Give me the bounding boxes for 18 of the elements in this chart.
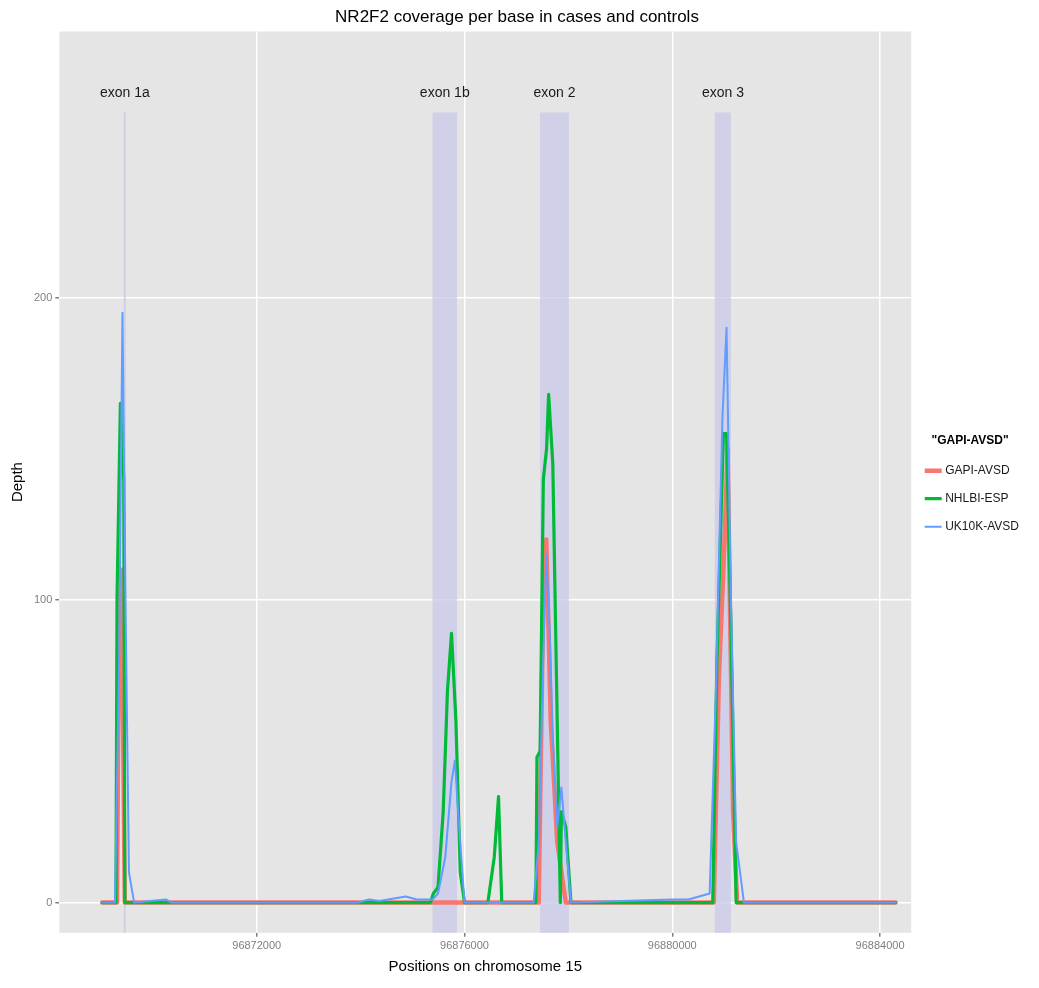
x-tick-label: 96876000 <box>440 939 489 952</box>
legend-title: "GAPI-AVSD" <box>931 432 1009 447</box>
legend-label: GAPI-AVSD <box>945 463 1010 478</box>
legend-label: UK10K-AVSD <box>945 519 1020 534</box>
band-label: exon 1b <box>419 84 470 101</box>
y-tick-label: 0 <box>46 895 53 908</box>
legend-label: NHLBI-ESP <box>945 491 1009 506</box>
x-axis-title: Positions on chromosome 15 <box>388 957 582 975</box>
x-tick-label: 96880000 <box>647 939 697 952</box>
x-tick-label: 96872000 <box>232 939 282 952</box>
band-label: exon 3 <box>701 84 745 101</box>
band-label: exon 2 <box>533 84 576 101</box>
y-tick-label: 100 <box>33 593 53 606</box>
x-tick-label: 96884000 <box>855 939 905 952</box>
y-tick-label: 200 <box>33 290 53 303</box>
y-axis-title: Depth <box>8 462 26 503</box>
band-label: exon 1a <box>99 84 150 101</box>
chart-title: NR2F2 coverage per base in cases and controls <box>335 6 699 26</box>
